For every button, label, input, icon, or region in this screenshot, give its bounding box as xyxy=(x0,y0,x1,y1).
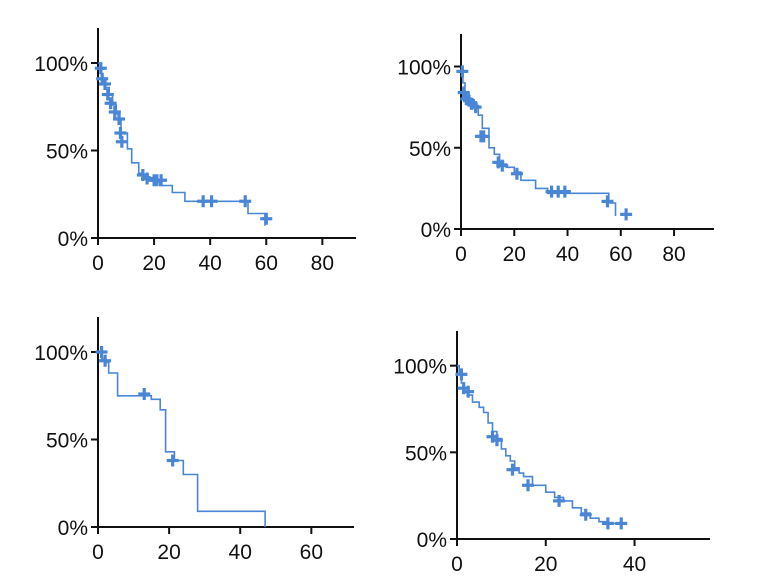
y-tick-label-1-0: 0% xyxy=(58,228,88,251)
y-tick-label-4-2: 100% xyxy=(393,356,447,379)
censor-mark-2-15 xyxy=(620,208,633,221)
x-tick-label-4-2: 40 xyxy=(623,553,646,576)
x-tick-label-2-1: 20 xyxy=(503,243,526,266)
censor-mark-4-8 xyxy=(579,508,592,521)
y-tick-label-3-2: 100% xyxy=(34,342,88,365)
censor-mark-4-7 xyxy=(553,494,566,507)
y-tick-label-1-2: 100% xyxy=(34,53,88,76)
x-tick-label-3-2: 40 xyxy=(229,541,252,564)
y-tick-label-2-2: 100% xyxy=(397,57,451,80)
censor-mark-1-13 xyxy=(155,174,168,187)
x-tick-label-2-4: 80 xyxy=(662,243,685,266)
censor-mark-4-0 xyxy=(455,368,468,381)
censor-mark-1-4 xyxy=(104,97,117,110)
y-tick-label-4-1: 50% xyxy=(405,442,447,465)
censor-mark-1-15 xyxy=(205,195,218,208)
x-tick-label-3-1: 20 xyxy=(157,541,180,564)
survival-curve-4 xyxy=(457,364,622,525)
censor-mark-1-5 xyxy=(108,106,121,118)
x-tick-label-1-0: 0 xyxy=(92,252,104,275)
x-tick-label-4-1: 20 xyxy=(534,553,557,576)
x-tick-label-1-3: 60 xyxy=(255,252,278,275)
censor-mark-3-3 xyxy=(166,454,179,467)
censor-mark-4-9 xyxy=(601,517,614,530)
km-panel-4: 0% 50% 100% 0 20 40 xyxy=(393,331,710,576)
censor-mark-4-6 xyxy=(522,479,535,492)
censor-mark-2-13 xyxy=(558,185,571,198)
censor-mark-2-5 xyxy=(469,101,482,114)
censor-mark-2-10 xyxy=(510,167,523,180)
x-tick-label-3-3: 60 xyxy=(300,541,323,564)
censor-mark-4-4 xyxy=(490,434,503,447)
censor-mark-4-10 xyxy=(615,517,628,530)
km-panel-2: 0% 50% 100% 0 20 40 60 80 xyxy=(397,34,714,266)
censor-mark-4-2 xyxy=(462,385,475,398)
censor-mark-1-0 xyxy=(94,62,107,75)
censor-mark-1-6 xyxy=(113,113,126,125)
censor-mark-2-9 xyxy=(496,159,509,172)
x-tick-label-2-0: 0 xyxy=(455,243,467,266)
censor-mark-2-7 xyxy=(477,130,490,143)
x-tick-label-1-2: 40 xyxy=(198,252,221,275)
x-tick-label-2-2: 40 xyxy=(556,243,579,266)
survival-curve-3 xyxy=(98,351,266,527)
y-tick-label-3-0: 0% xyxy=(58,517,88,540)
censor-mark-1-10 xyxy=(141,172,154,185)
x-tick-label-4-0: 0 xyxy=(451,553,463,576)
x-tick-label-3-0: 0 xyxy=(92,541,104,564)
x-tick-label-2-3: 60 xyxy=(609,243,632,266)
y-tick-label-2-1: 50% xyxy=(409,138,451,161)
censor-mark-3-1 xyxy=(99,354,112,367)
censor-mark-3-0 xyxy=(95,346,108,358)
censor-mark-1-2 xyxy=(99,78,112,90)
censor-mark-2-0 xyxy=(456,65,469,78)
x-tick-label-1-1: 20 xyxy=(142,252,165,275)
censor-mark-3-2 xyxy=(138,388,151,400)
km-panel-3: 0% 50% 100% 0 20 40 60 xyxy=(34,317,354,564)
censor-mark-2-1 xyxy=(457,86,470,99)
x-tick-label-1-4: 80 xyxy=(311,252,334,275)
y-tick-label-4-0: 0% xyxy=(417,529,447,552)
censor-mark-2-14 xyxy=(601,195,614,208)
y-tick-label-3-1: 50% xyxy=(46,430,88,453)
censor-mark-1-8 xyxy=(115,135,128,148)
km-panel-1: 0% 50% 100% 0 20 40 60 80 xyxy=(34,28,356,275)
y-tick-label-1-1: 50% xyxy=(46,141,88,164)
censor-mark-4-5 xyxy=(506,463,519,476)
censor-mark-1-17 xyxy=(260,212,273,225)
censor-mark-1-16 xyxy=(239,195,252,208)
y-tick-label-2-0: 0% xyxy=(421,219,451,242)
censor-mark-1-3 xyxy=(101,88,114,101)
